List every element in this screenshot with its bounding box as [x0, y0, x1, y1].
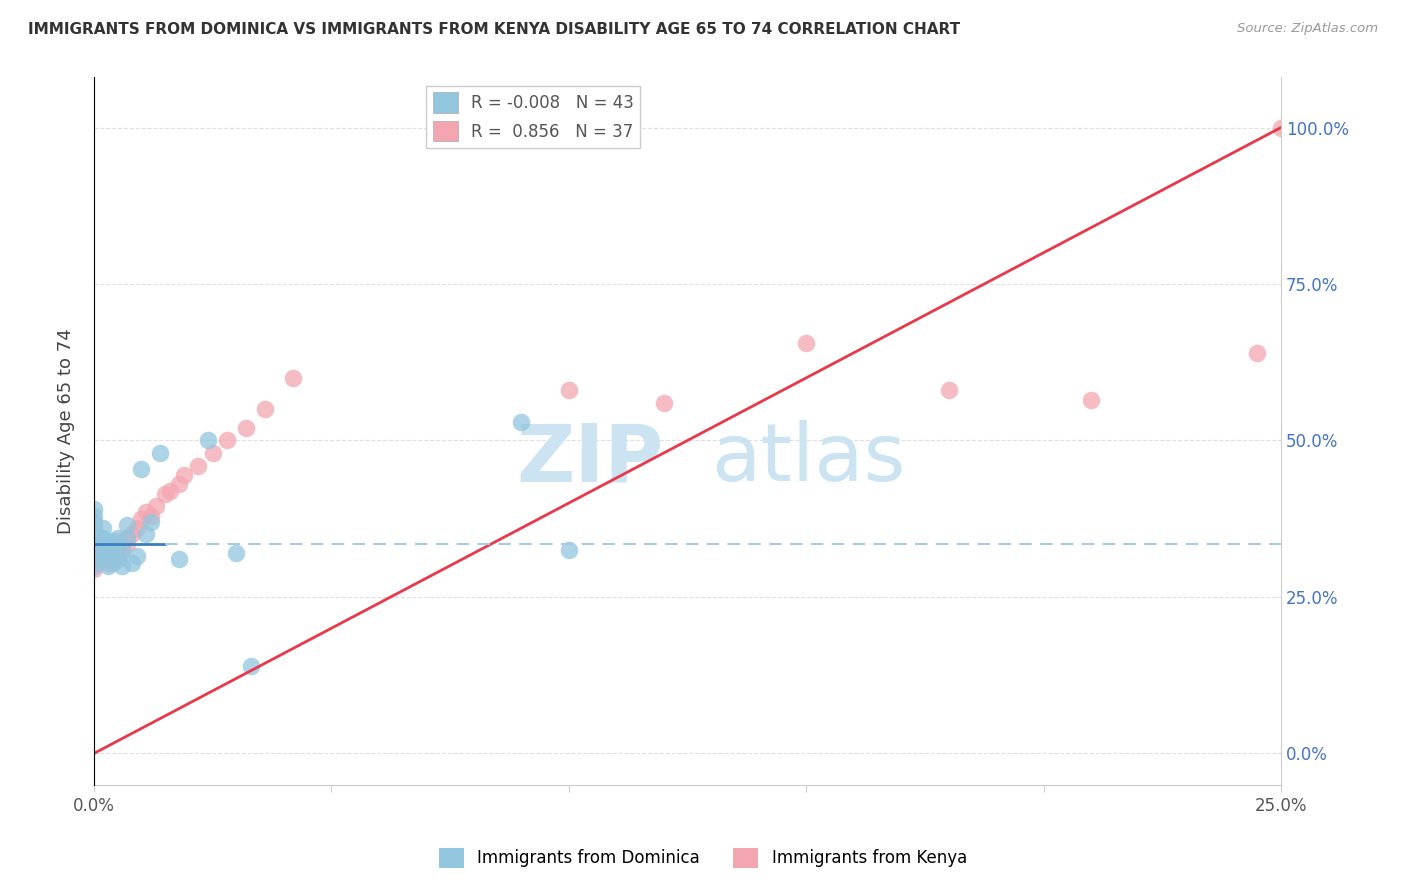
- Point: [87, 531, 110, 545]
- Point: [97, 558, 120, 573]
- Legend: R = -0.008   N = 43, R =  0.856   N = 37: R = -0.008 N = 43, R = 0.856 N = 37: [426, 86, 640, 148]
- Point: [93, 537, 115, 551]
- Point: [121, 556, 143, 570]
- Point: [794, 336, 817, 351]
- Text: ZIP: ZIP: [516, 420, 664, 499]
- Point: [201, 446, 224, 460]
- Point: [1246, 346, 1268, 360]
- Point: [159, 483, 181, 498]
- Point: [97, 549, 120, 564]
- Point: [87, 556, 110, 570]
- Text: Source: ZipAtlas.com: Source: ZipAtlas.com: [1237, 22, 1378, 36]
- Point: [101, 552, 124, 566]
- Point: [97, 543, 120, 558]
- Point: [149, 446, 172, 460]
- Point: [93, 531, 115, 545]
- Point: [83, 552, 105, 566]
- Point: [169, 477, 191, 491]
- Point: [83, 562, 105, 576]
- Point: [510, 415, 533, 429]
- Point: [1080, 392, 1102, 407]
- Point: [111, 533, 134, 548]
- Point: [93, 521, 115, 535]
- Point: [558, 384, 581, 398]
- Point: [93, 546, 115, 560]
- Point: [125, 549, 148, 564]
- Point: [111, 543, 134, 558]
- Point: [135, 506, 157, 520]
- Point: [215, 434, 238, 448]
- Point: [83, 558, 105, 573]
- Point: [253, 402, 276, 417]
- Point: [153, 486, 176, 500]
- Point: [139, 508, 162, 523]
- Point: [107, 540, 129, 554]
- Point: [145, 500, 167, 514]
- Point: [115, 531, 138, 545]
- Point: [135, 527, 157, 541]
- Text: IMMIGRANTS FROM DOMINICA VS IMMIGRANTS FROM KENYA DISABILITY AGE 65 TO 74 CORREL: IMMIGRANTS FROM DOMINICA VS IMMIGRANTS F…: [28, 22, 960, 37]
- Point: [173, 467, 195, 482]
- Point: [111, 543, 134, 558]
- Point: [83, 508, 105, 523]
- Point: [101, 543, 124, 558]
- Point: [101, 533, 124, 548]
- Legend: Immigrants from Dominica, Immigrants from Kenya: Immigrants from Dominica, Immigrants fro…: [432, 841, 974, 875]
- Point: [93, 549, 115, 564]
- Point: [83, 552, 105, 566]
- Point: [1270, 120, 1292, 135]
- Point: [83, 537, 105, 551]
- Point: [93, 552, 115, 566]
- Point: [83, 502, 105, 516]
- Point: [938, 384, 960, 398]
- Point: [93, 543, 115, 558]
- Point: [197, 434, 219, 448]
- Point: [107, 552, 129, 566]
- Point: [283, 371, 305, 385]
- Point: [83, 515, 105, 529]
- Point: [83, 533, 105, 548]
- Point: [169, 552, 191, 566]
- Point: [131, 512, 153, 526]
- Point: [239, 658, 262, 673]
- Point: [131, 461, 153, 475]
- Point: [121, 527, 143, 541]
- Point: [97, 533, 120, 548]
- Point: [558, 543, 581, 558]
- Point: [83, 521, 105, 535]
- Point: [111, 558, 134, 573]
- Point: [87, 543, 110, 558]
- Point: [139, 515, 162, 529]
- Point: [107, 549, 129, 564]
- Point: [97, 556, 120, 570]
- Point: [125, 521, 148, 535]
- Point: [652, 396, 675, 410]
- Point: [107, 540, 129, 554]
- Point: [87, 540, 110, 554]
- Point: [115, 537, 138, 551]
- Point: [225, 546, 247, 560]
- Point: [83, 527, 105, 541]
- Point: [187, 458, 209, 473]
- Point: [235, 421, 257, 435]
- Point: [101, 556, 124, 570]
- Text: atlas: atlas: [711, 420, 905, 499]
- Point: [115, 518, 138, 533]
- Y-axis label: Disability Age 65 to 74: Disability Age 65 to 74: [58, 328, 75, 534]
- Point: [107, 531, 129, 545]
- Point: [97, 540, 120, 554]
- Point: [115, 531, 138, 545]
